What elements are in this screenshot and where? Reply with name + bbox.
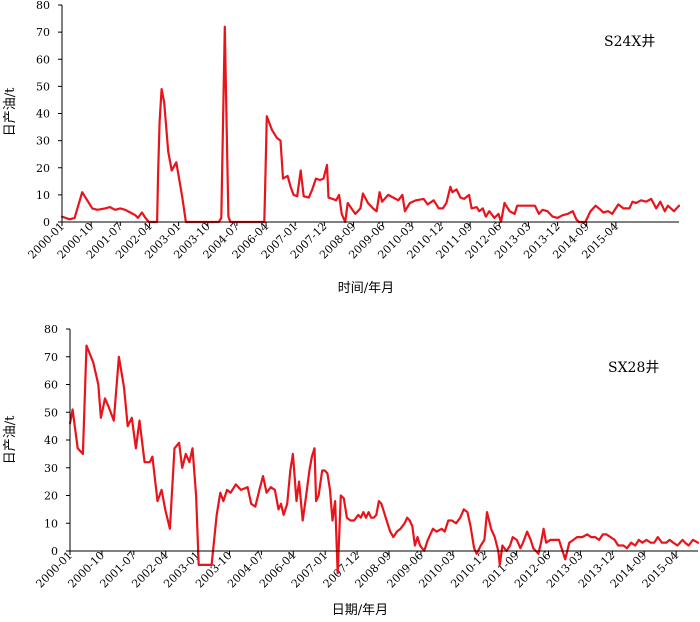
y-tick-label-s24x-0: 0 bbox=[43, 216, 50, 229]
line-plot-sx28 bbox=[68, 344, 700, 575]
line-plot-s24x bbox=[60, 25, 681, 224]
well-label-s24x: S24X井 bbox=[604, 34, 655, 50]
y-axis-title-sx28: 日产油/t bbox=[3, 415, 18, 464]
x-axis-ticks-sx28: 2000-012000-102001-072002-042003-012003-… bbox=[34, 549, 682, 591]
y-tick-label-s24x-1: 10 bbox=[36, 189, 50, 202]
daily-oil-series-s24x-0 bbox=[60, 25, 681, 224]
y-tick-label-s24x-6: 60 bbox=[36, 53, 50, 66]
y-tick-label-s24x-3: 30 bbox=[36, 135, 50, 148]
daily-oil-series-sx28-0 bbox=[68, 344, 700, 575]
y-tick-label-sx28-4: 40 bbox=[44, 434, 58, 447]
y-tick-label-sx28-6: 60 bbox=[44, 379, 58, 392]
y-axis-ticks-s24x: 0 10 20 30 40 50 60 70 80 bbox=[36, 0, 62, 229]
y-tick-label-sx28-2: 20 bbox=[44, 490, 58, 503]
y-tick-label-sx28-8: 80 bbox=[44, 323, 58, 336]
y-tick-label-sx28-7: 70 bbox=[44, 351, 58, 364]
y-tick-label-sx28-1: 10 bbox=[44, 517, 58, 530]
chart-s24x: 0 10 20 30 40 50 60 70 80 2000-012000-102001-072… bbox=[3, 0, 681, 296]
y-tick-label-sx28-3: 30 bbox=[44, 462, 58, 475]
y-tick-label-sx28-0: 0 bbox=[51, 545, 58, 558]
x-axis-title-s24x: 时间/年月 bbox=[338, 281, 394, 296]
y-tick-label-s24x-4: 40 bbox=[36, 108, 50, 121]
y-tick-label-s24x-2: 20 bbox=[36, 162, 50, 175]
x-axis-title-sx28: 日期/年月 bbox=[332, 603, 388, 618]
y-tick-label-s24x-7: 70 bbox=[36, 26, 50, 39]
y-tick-label-sx28-5: 50 bbox=[44, 406, 58, 419]
chart-sx28: 0 10 20 30 40 50 60 70 80 2000-012000-102001-072… bbox=[3, 323, 700, 618]
x-axis-ticks-s24x: 2000-012000-102001-072002-042003-012003-… bbox=[26, 220, 621, 262]
y-axis-ticks-sx28: 0 10 20 30 40 50 60 70 80 bbox=[44, 323, 70, 558]
y-tick-label-s24x-8: 80 bbox=[36, 0, 50, 12]
y-axis-title-s24x: 日产油/t bbox=[3, 87, 18, 136]
y-tick-label-s24x-5: 50 bbox=[36, 80, 50, 93]
well-label-sx28: SX28井 bbox=[608, 360, 659, 376]
